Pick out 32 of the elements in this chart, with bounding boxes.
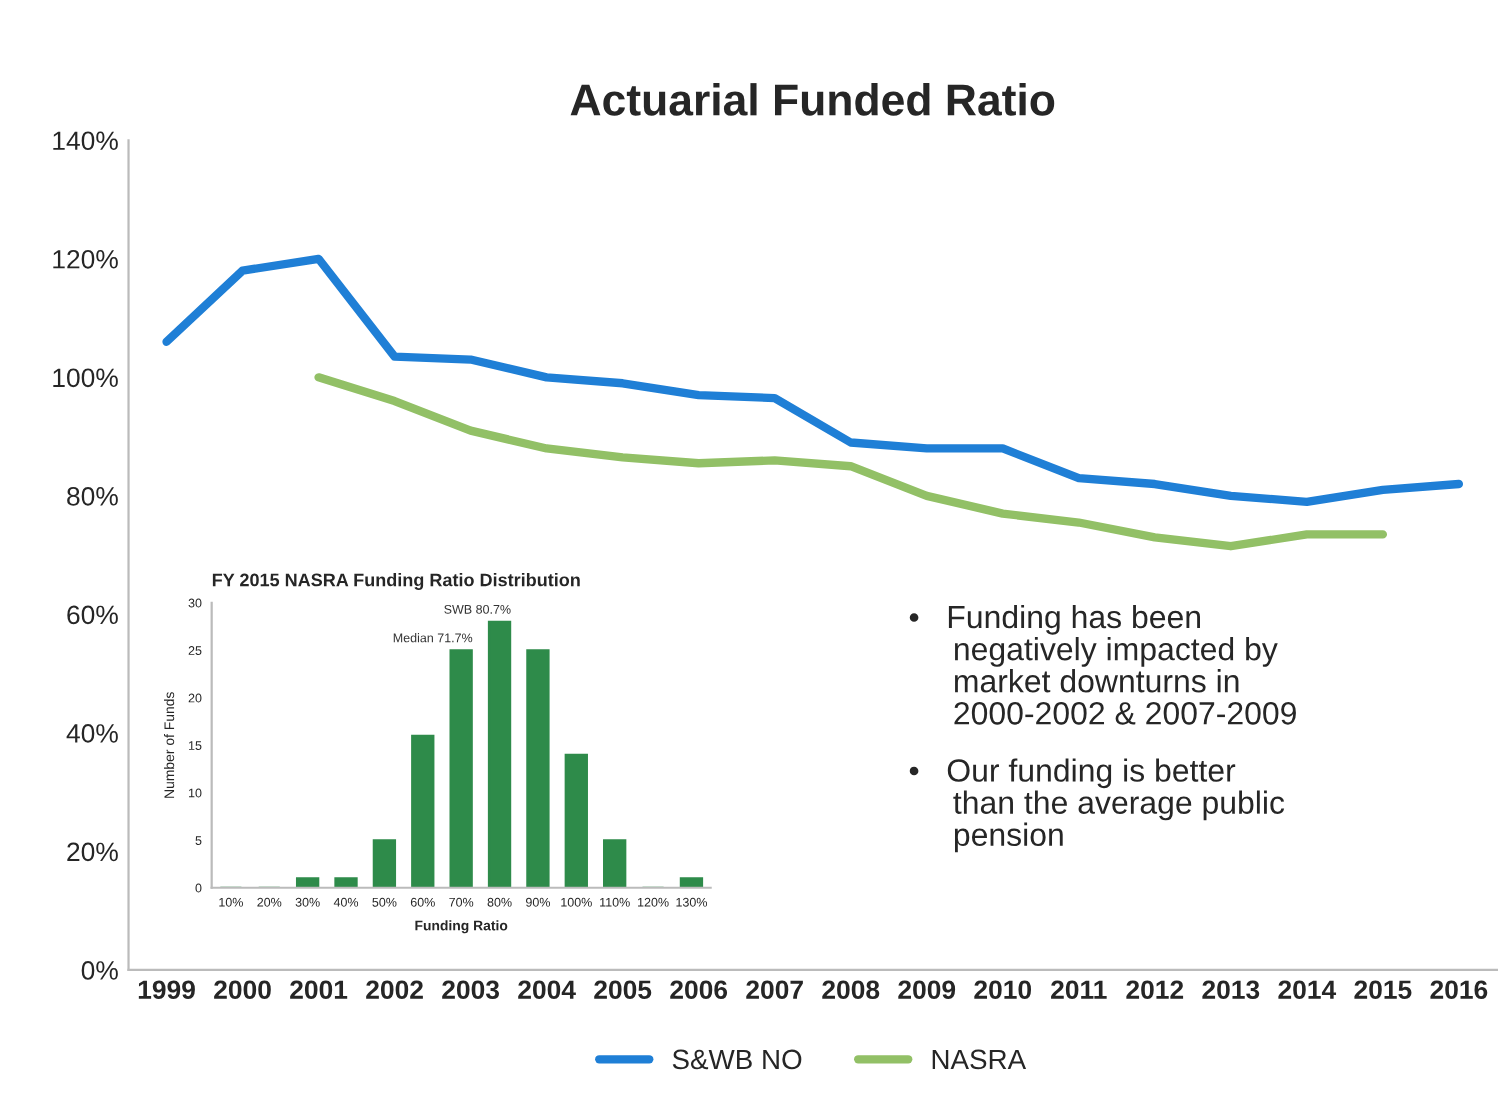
x-tick-label: 1999 (138, 980, 195, 1000)
x-tick-label: 2003 (442, 980, 500, 1000)
x-tick-label: 2014 (1278, 980, 1337, 1000)
x-tick-label: 2007 (746, 980, 803, 1000)
y-tick-label: 140% (53, 131, 118, 151)
x-tick-label: 2010 (974, 980, 1032, 1000)
legend-label: S&WB NO (672, 1049, 802, 1070)
y-tick-label: 0% (81, 961, 118, 980)
x-tick-label: 2013 (1202, 980, 1260, 1000)
x-tick-label: 2012 (1126, 980, 1184, 1000)
x-tick-label: 2005 (594, 980, 652, 1000)
y-tick-label: 20% (67, 842, 118, 862)
y-tick-label: 100% (53, 368, 118, 388)
x-tick-label: 2015 (1354, 980, 1412, 1000)
x-tick-label: 2011 (1051, 980, 1107, 1000)
x-tick-label: 2000 (214, 980, 271, 1000)
x-tick-label: 2004 (518, 980, 576, 1000)
legend-label: NASRA (932, 1049, 1027, 1070)
x-tick-label: 2001 (290, 980, 348, 1000)
x-tick-label: 2016 (1430, 980, 1488, 1000)
y-tick-label: 60% (67, 605, 118, 625)
x-tick-label: 2006 (670, 980, 728, 1000)
x-tick-label: 2008 (822, 980, 880, 1000)
y-tick-label: 120% (53, 249, 118, 269)
chart-title: FY 2015 NASRA Funding Ratio Distribution (212, 573, 580, 590)
annotation: • Our funding is better than the average public pension (909, 758, 1285, 853)
chart-title: Actuarial Funded Ratio (570, 83, 1055, 116)
x-tick-label: 2002 (366, 980, 423, 1000)
x-tick-label: 2009 (898, 980, 956, 1000)
y-tick-label: 40% (66, 724, 118, 743)
y-tick-label: 80% (67, 487, 118, 506)
annotation: • Funding has been negatively impacted by market downturns in 2000-2002 & 2007-2009 (909, 604, 1296, 725)
